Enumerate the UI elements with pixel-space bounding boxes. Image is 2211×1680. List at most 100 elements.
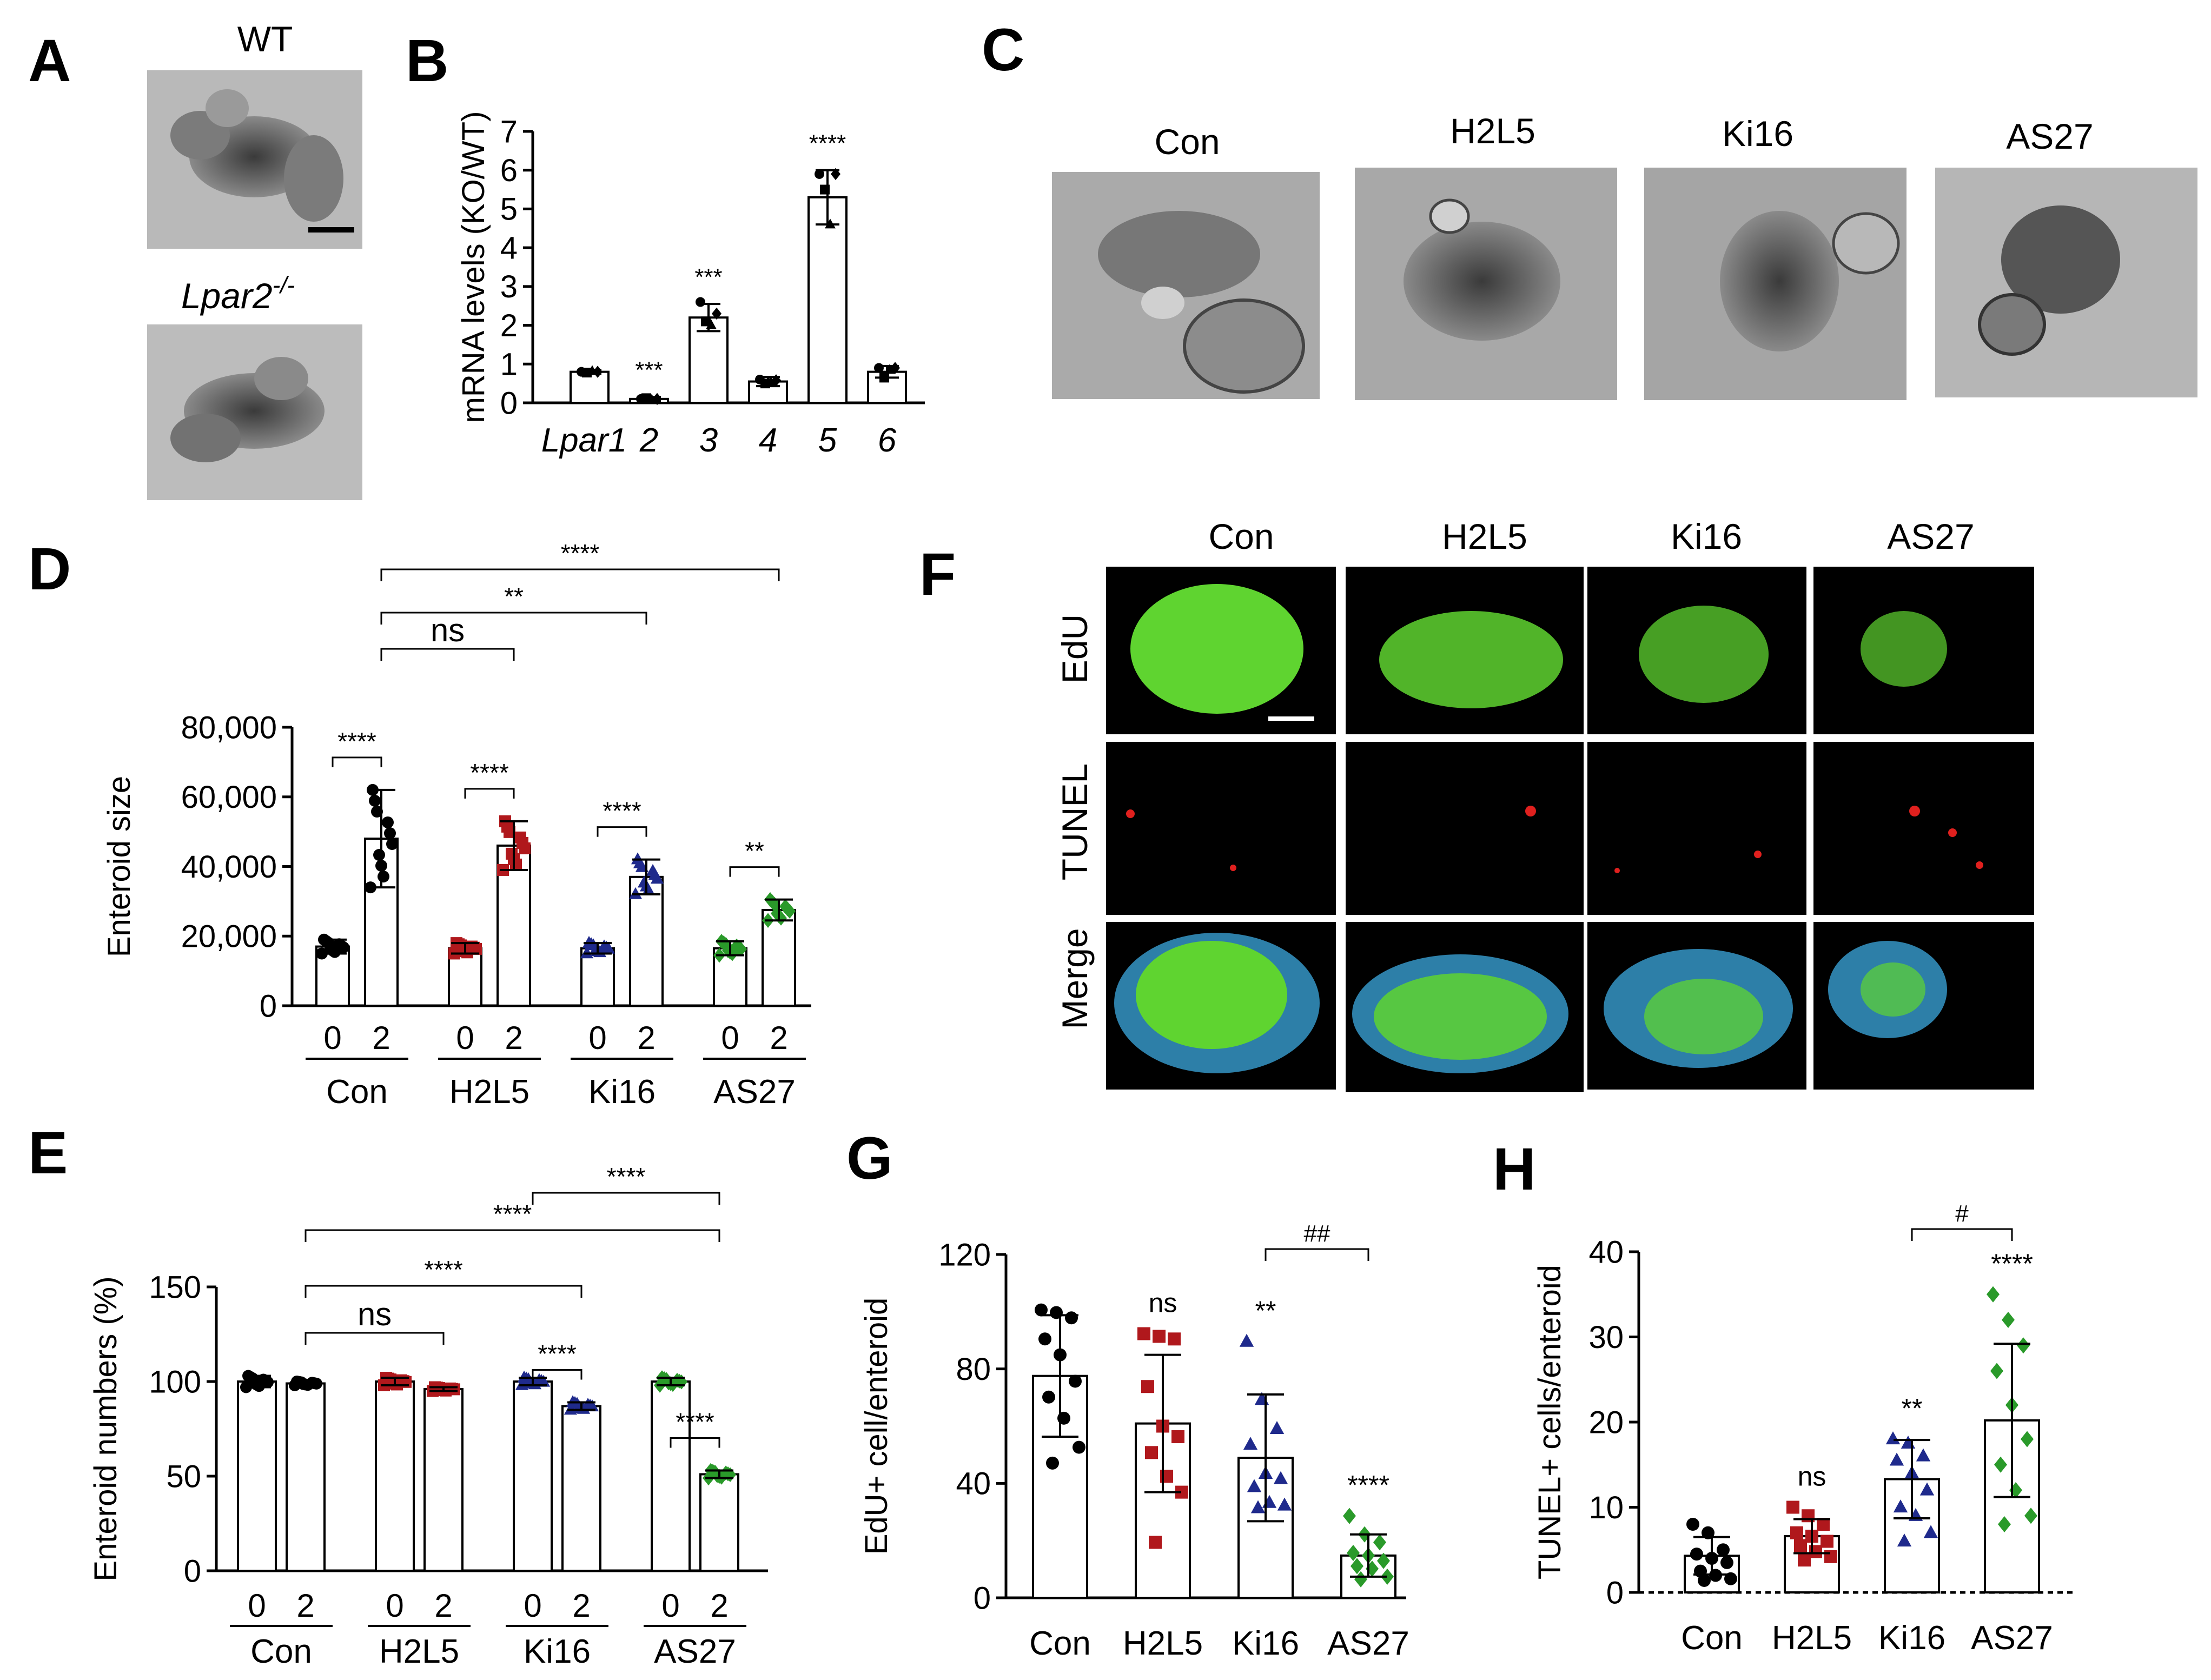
e-sub-label: 0 (248, 1588, 266, 1624)
b-point (831, 168, 840, 181)
b-y-axis-label: mRNA levels (KO/WT) (456, 111, 491, 423)
d-point (601, 941, 615, 954)
g-point (1247, 1479, 1262, 1492)
g-point (1277, 1497, 1292, 1511)
h-significance: ns (1798, 1462, 1826, 1492)
h-point (2017, 1337, 2030, 1354)
h-point (1987, 1286, 2000, 1303)
e-y-axis-label: Enteroid numbers (%) (88, 1276, 123, 1581)
e-bar (513, 1380, 553, 1572)
h-point (1824, 1550, 1837, 1563)
d-bracket-label: **** (561, 539, 600, 567)
h-point (1821, 1535, 1833, 1548)
g-point (1354, 1571, 1367, 1588)
d-bracket (380, 648, 515, 661)
b-x-tick-label: 5 (818, 422, 837, 459)
h-y-tick-label: 40 (1588, 1234, 1624, 1270)
h-point (1990, 1363, 2003, 1379)
g-point (1168, 1332, 1181, 1346)
d-point (519, 842, 531, 854)
b-significance: *** (635, 357, 663, 383)
b-point (652, 393, 662, 406)
e-point (448, 1383, 460, 1396)
d-bracket-label: **** (337, 727, 376, 755)
e-bracket (304, 1229, 720, 1242)
d-point (784, 904, 796, 919)
b-y-tick-label: 0 (500, 386, 518, 421)
d-y-tick-label: 80,000 (181, 710, 277, 745)
d-sub-label: 2 (770, 1020, 787, 1056)
g-significance: **** (1347, 1470, 1389, 1500)
g-point (1145, 1446, 1158, 1459)
panel-f-row-merge: Merge (1055, 928, 1095, 1029)
panel-a-ko-label: Lpar2-/- (181, 272, 295, 316)
d-point (369, 794, 381, 807)
panel-f-col-as27: AS27 (1887, 516, 1974, 556)
d-group-label: Ki16 (588, 1073, 656, 1111)
g-point (1239, 1333, 1254, 1347)
d-y-tick-label: 20,000 (181, 919, 277, 954)
g-point (1149, 1536, 1162, 1549)
d-y-tick-label: 40,000 (181, 849, 277, 885)
panel-c-label-as27: AS27 (2006, 116, 2093, 156)
h-x-tick-label: H2L5 (1772, 1619, 1852, 1657)
panel-c-image-ki16 (1644, 168, 1907, 400)
h-point (1717, 1543, 1730, 1557)
b-point (825, 218, 836, 229)
e-point (385, 1373, 396, 1386)
d-point (371, 805, 383, 818)
panel-c-label-ki16: Ki16 (1722, 114, 1793, 154)
d-sub-label: 0 (588, 1020, 606, 1056)
e-bracket (304, 1332, 445, 1345)
d-bracket-label: ** (504, 582, 524, 610)
h-point (1893, 1499, 1908, 1513)
b-y-tick-label: 2 (500, 308, 518, 343)
h-x-tick-label: AS27 (1971, 1619, 2053, 1657)
d-sub-label: 0 (323, 1020, 341, 1056)
panel-f-grid (1106, 567, 2034, 1092)
e-group-label: Con (250, 1633, 312, 1670)
chart-g: 0 40 80 120 EdU+ cell/enteroid Con ns H2L5 ** Ki1… (859, 1220, 1409, 1662)
panel-c-image-h2l5 (1355, 168, 1617, 400)
h-point (1897, 1533, 1912, 1547)
e-y-tick-label: 100 (149, 1364, 201, 1399)
d-point (384, 827, 396, 839)
b-y-tick-label: 3 (500, 269, 518, 304)
e-point (709, 1464, 721, 1480)
h-point (1794, 1539, 1807, 1552)
e-sub-label: 0 (661, 1588, 679, 1624)
g-significance: ** (1255, 1296, 1276, 1326)
h-point (1889, 1452, 1904, 1466)
d-point (650, 872, 664, 884)
e-bracket-label: **** (424, 1256, 463, 1284)
b-point (890, 362, 900, 374)
e-bar (375, 1380, 415, 1572)
d-sub-label: 2 (372, 1020, 390, 1056)
d-bracket-label: **** (470, 759, 509, 787)
h-point (1994, 1456, 2007, 1473)
h-point (1923, 1525, 1938, 1538)
g-point (1351, 1558, 1363, 1575)
b-x-tick-label: 4 (759, 422, 777, 459)
e-point (262, 1376, 274, 1389)
panel-c-label-con: Con (1154, 122, 1220, 162)
g-bracket (1265, 1248, 1369, 1261)
e-bracket-label: **** (607, 1163, 646, 1191)
e-bracket-label: **** (493, 1200, 532, 1228)
e-y-tick-label: 50 (166, 1459, 201, 1494)
h-significance: ** (1902, 1393, 1923, 1424)
h-point (1720, 1556, 1733, 1569)
g-point (1153, 1330, 1166, 1343)
b-point (701, 316, 711, 327)
h-y-tick-label: 10 (1588, 1490, 1624, 1525)
h-point (1901, 1435, 1916, 1449)
d-bracket (332, 756, 382, 767)
g-point (1381, 1568, 1394, 1585)
d-point (337, 941, 349, 953)
g-y-axis-label: EdU+ cell/enteroid (859, 1298, 894, 1555)
panel-f-col-h2l5: H2L5 (1442, 516, 1527, 556)
d-point (580, 946, 594, 959)
b-y-tick-label: 1 (500, 347, 518, 382)
g-point (1069, 1374, 1082, 1388)
